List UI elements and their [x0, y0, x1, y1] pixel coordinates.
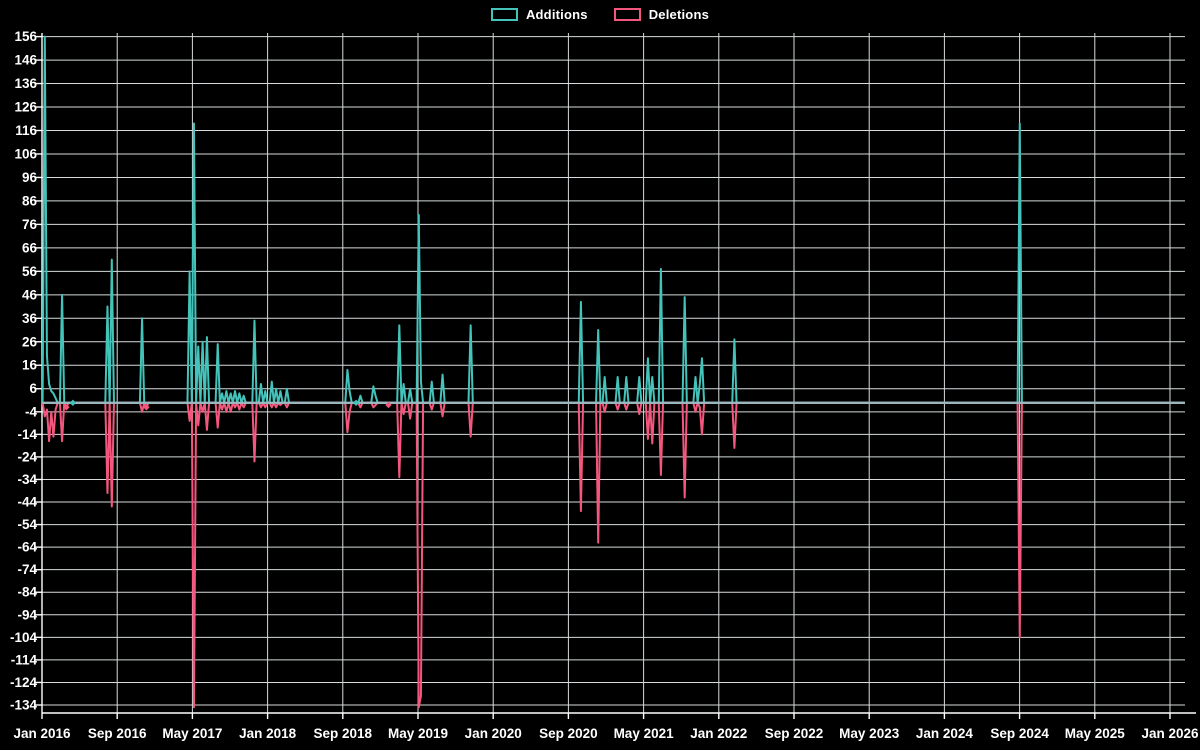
y-axis-label: 66 [22, 240, 38, 255]
y-axis-label: -64 [17, 540, 37, 555]
chart-legend: Additions Deletions [0, 7, 1200, 22]
x-axis-label: Sep 2018 [314, 726, 373, 741]
y-axis-label: 16 [22, 358, 38, 373]
y-axis-label: 156 [14, 29, 37, 44]
x-axis-label: Sep 2024 [990, 726, 1049, 741]
deletions-marker-icon [385, 401, 392, 409]
x-axis-label: Sep 2020 [539, 726, 598, 741]
y-axis-label: -34 [17, 472, 37, 487]
x-axis-label: May 2025 [1065, 726, 1126, 741]
x-axis-label: May 2019 [388, 726, 448, 741]
y-axis-label: 76 [22, 217, 38, 232]
y-axis-label: 86 [22, 193, 38, 208]
y-axis-label: 36 [22, 311, 38, 326]
y-axis-label: -134 [10, 698, 38, 713]
x-axis-label: Sep 2022 [765, 726, 824, 741]
x-axis-label: Jan 2018 [239, 726, 297, 741]
x-axis-label: May 2021 [614, 726, 675, 741]
deletions-marker-icon [63, 404, 70, 411]
y-axis-label: -4 [25, 404, 37, 419]
x-axis-label: Jan 2022 [690, 726, 747, 741]
y-axis-label: 136 [14, 76, 37, 91]
additions-marker-icon [69, 399, 77, 406]
x-axis-label: May 2017 [162, 726, 222, 741]
additions-line [41, 35, 1185, 404]
y-axis-label: 96 [22, 170, 38, 185]
additions-marker-icon [352, 399, 360, 406]
y-axis-labels: 156 146 136 126 116 106 96 86 76 66 56 46 36 26 16 6 -4 -… [10, 29, 38, 712]
gridlines [41, 33, 1185, 713]
y-axis-label: -24 [17, 449, 37, 464]
y-axis-label: -74 [17, 562, 37, 577]
y-axis-label: 46 [22, 287, 38, 302]
y-axis-label: -124 [10, 675, 38, 690]
data-series [41, 35, 1185, 709]
deletions-marker-icon [143, 404, 150, 411]
y-axis-label: -114 [11, 652, 38, 667]
additions-swatch-icon [490, 8, 518, 21]
x-axis-label: May 2023 [839, 726, 900, 741]
y-axis-label: -14 [17, 427, 37, 442]
legend-item-additions[interactable]: Additions [490, 7, 588, 22]
y-axis-label: 146 [14, 53, 37, 68]
y-axis-label: 106 [14, 146, 37, 161]
deletions-line [41, 401, 1185, 709]
y-axis-label: -94 [17, 607, 37, 622]
x-axis-label: Sep 2016 [88, 726, 147, 741]
legend-label-additions: Additions [525, 7, 588, 22]
x-axis-label: Jan 2020 [465, 726, 522, 741]
y-axis-label: -84 [17, 585, 37, 600]
y-axis-label: 126 [14, 100, 37, 115]
x-axis-label: Jan 2024 [916, 726, 974, 741]
y-axis-label: -44 [17, 495, 37, 510]
x-axis-labels: Jan 2016 Sep 2016 May 2017 Jan 2018 Sep 2018… [13, 726, 1199, 741]
x-axis-label: Jan 2016 [13, 726, 71, 741]
legend-label-deletions: Deletions [648, 7, 710, 22]
y-axis-label: 116 [15, 123, 37, 138]
y-axis-label: 56 [22, 264, 38, 279]
y-axis-label: 6 [29, 381, 37, 396]
y-axis-label: 26 [22, 334, 38, 349]
y-axis-label: -54 [17, 517, 37, 532]
point-markers [63, 399, 392, 411]
deletions-swatch-icon [613, 8, 641, 21]
legend-item-deletions[interactable]: Deletions [613, 7, 710, 22]
y-axis-label: -104 [10, 630, 38, 645]
x-axis-label: Jan 2026 [1141, 726, 1199, 741]
